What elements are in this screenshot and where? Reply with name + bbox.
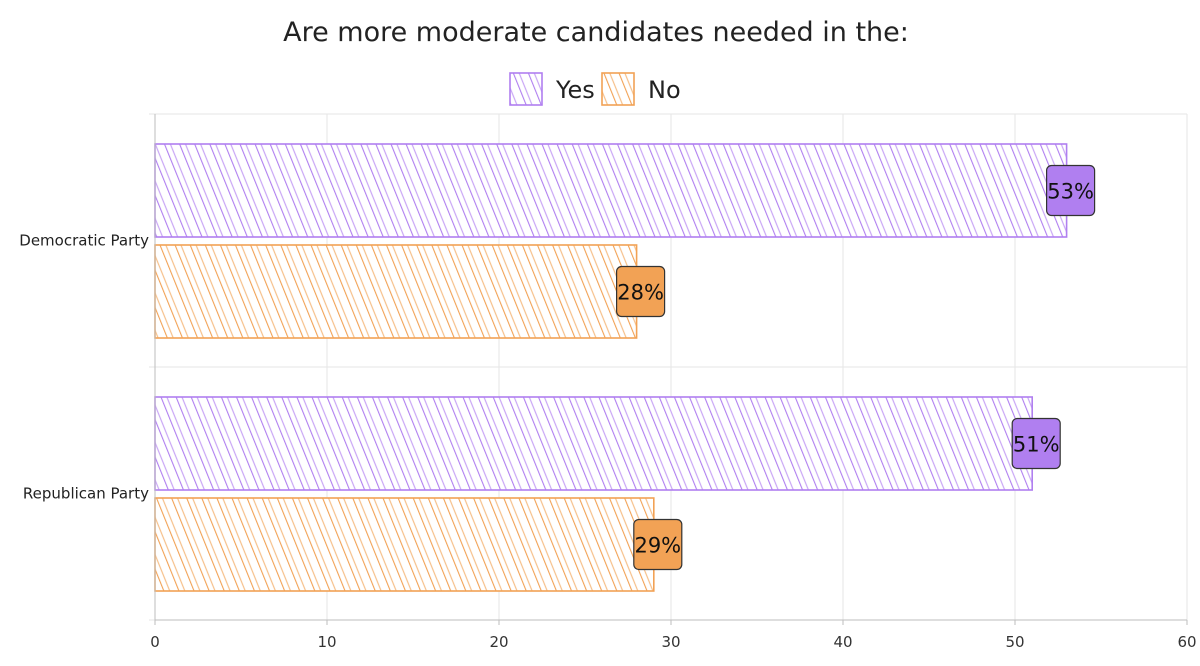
bar-yes-1 — [154, 143, 1068, 238]
bar-no-1 — [154, 244, 638, 339]
bar-no-2 — [154, 497, 655, 592]
chart-title: Are more moderate candidates needed in t… — [283, 17, 909, 48]
data-label: 53% — [1047, 180, 1094, 204]
x-tick-label: 50 — [1005, 633, 1024, 651]
x-tick-label: 20 — [489, 633, 508, 651]
x-tick-label: 60 — [1177, 633, 1196, 651]
data-label-box — [633, 518, 683, 571]
category-label: Republican Party — [23, 485, 149, 503]
data-label: 29% — [634, 534, 681, 558]
bar-yes-2 — [154, 396, 1034, 491]
legend-swatch-yes — [509, 72, 543, 106]
x-tick-label: 0 — [150, 633, 160, 651]
axes: 0 10 20 30 40 50 60 Democratic Party Republican … — [19, 114, 1197, 651]
data-label-box — [615, 265, 666, 318]
legend-label-yes: Yes — [555, 76, 595, 104]
data-label: 51% — [1013, 433, 1060, 457]
legend-label-no: No — [648, 76, 681, 104]
x-tick-label: 30 — [661, 633, 680, 651]
data-label-box — [1045, 164, 1096, 217]
x-tick-label: 10 — [317, 633, 336, 651]
legend-swatch-no — [601, 72, 635, 106]
category-label: Democratic Party — [19, 232, 149, 250]
data-labels: 53% 28% 51% 29% — [615, 164, 1096, 571]
legend: Yes No — [509, 72, 681, 106]
x-tick-label: 40 — [833, 633, 852, 651]
data-label: 28% — [617, 281, 664, 305]
data-label-box — [1011, 417, 1061, 470]
